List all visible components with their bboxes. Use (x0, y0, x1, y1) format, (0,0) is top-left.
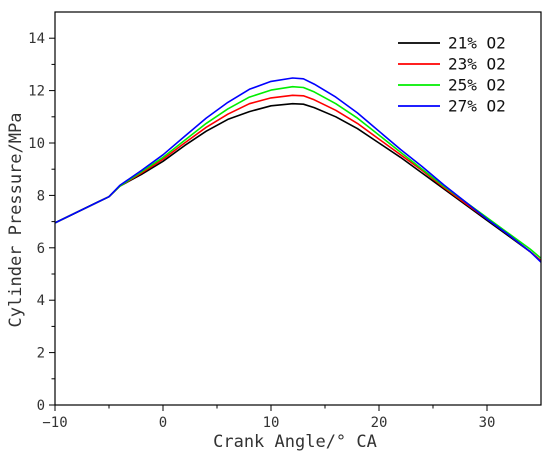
series-line-3 (54, 77, 542, 263)
legend-label-2: 25% O2 (448, 76, 506, 95)
legend-label-1: 23% O2 (448, 55, 506, 74)
y-tick-label-4: 8 (37, 188, 45, 204)
axis-ticks (49, 37, 488, 411)
series-line-1 (54, 94, 542, 262)
x-tick-label-2: 10 (263, 415, 280, 431)
x-tick-label-4: 30 (479, 415, 496, 431)
x-tick-label-3: 20 (371, 415, 388, 431)
plot-border (54, 11, 542, 406)
y-tick-label-7: 14 (28, 31, 45, 47)
x-axis-label: Crank Angle/° CA (213, 432, 377, 452)
y-axis-label: Cylinder Pressure/MPa (6, 113, 26, 328)
y-tick-label-1: 2 (37, 346, 45, 362)
legend-label-3: 27% O2 (448, 97, 506, 116)
y-tick-label-5: 10 (28, 136, 45, 152)
legend-label-0: 21% O2 (448, 34, 506, 53)
y-tick-label-6: 12 (28, 84, 45, 100)
series-lines (54, 77, 542, 263)
plot-frame (54, 11, 542, 406)
series-line-0 (54, 102, 542, 262)
y-tick-label-0: 0 (37, 398, 45, 414)
legend: 21% O2 23% O2 25% O2 27% O2 (398, 34, 506, 116)
y-tick-label-3: 6 (37, 241, 45, 257)
y-tick-label-2: 4 (37, 293, 45, 309)
x-tick-label-1: 0 (159, 415, 167, 431)
x-tick-label-0: −10 (42, 415, 67, 431)
